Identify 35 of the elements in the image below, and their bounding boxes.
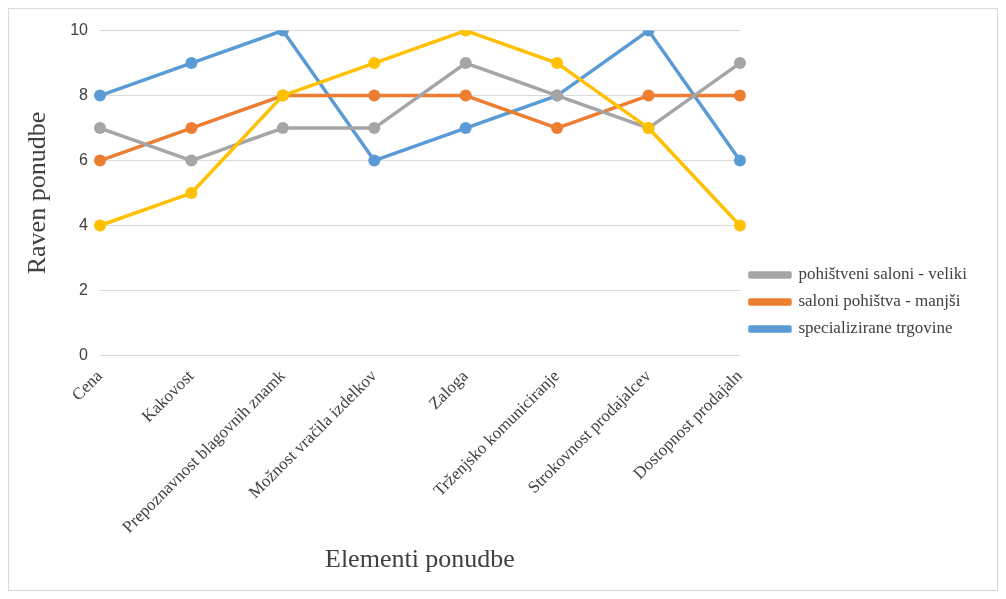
y-tick-label: 10 [70, 21, 89, 39]
point [368, 57, 381, 70]
point [368, 154, 381, 167]
y-tick-label: 8 [79, 85, 89, 103]
legend-label: pohištveni saloni - veliki [798, 264, 968, 284]
point [94, 154, 106, 167]
point [185, 122, 198, 135]
point [368, 122, 381, 135]
point [733, 57, 746, 70]
point [733, 154, 746, 167]
point [642, 89, 655, 102]
point [368, 89, 381, 102]
point [185, 154, 198, 167]
point [185, 187, 198, 200]
point [94, 89, 106, 102]
point [459, 57, 472, 70]
y-axis-title: Raven ponudbe [22, 111, 52, 275]
x-tick-label: Cena [67, 365, 107, 405]
x-axis-title: Elementi ponudbe [325, 544, 515, 574]
point [551, 122, 564, 135]
legend-label: saloni pohištva - manjši [798, 291, 961, 311]
y-tick-label: 0 [79, 345, 89, 363]
y-tick-label: 6 [79, 150, 89, 168]
point [185, 57, 198, 70]
point [733, 89, 746, 102]
point [459, 89, 472, 102]
y-tick-label: 4 [79, 215, 89, 233]
point [551, 57, 564, 70]
point [276, 122, 289, 135]
point [94, 219, 106, 232]
point [459, 122, 472, 135]
legend-label: specializirane trgovine [798, 318, 953, 338]
y-tick-label: 2 [79, 280, 89, 298]
point [94, 122, 106, 135]
point [733, 219, 746, 232]
